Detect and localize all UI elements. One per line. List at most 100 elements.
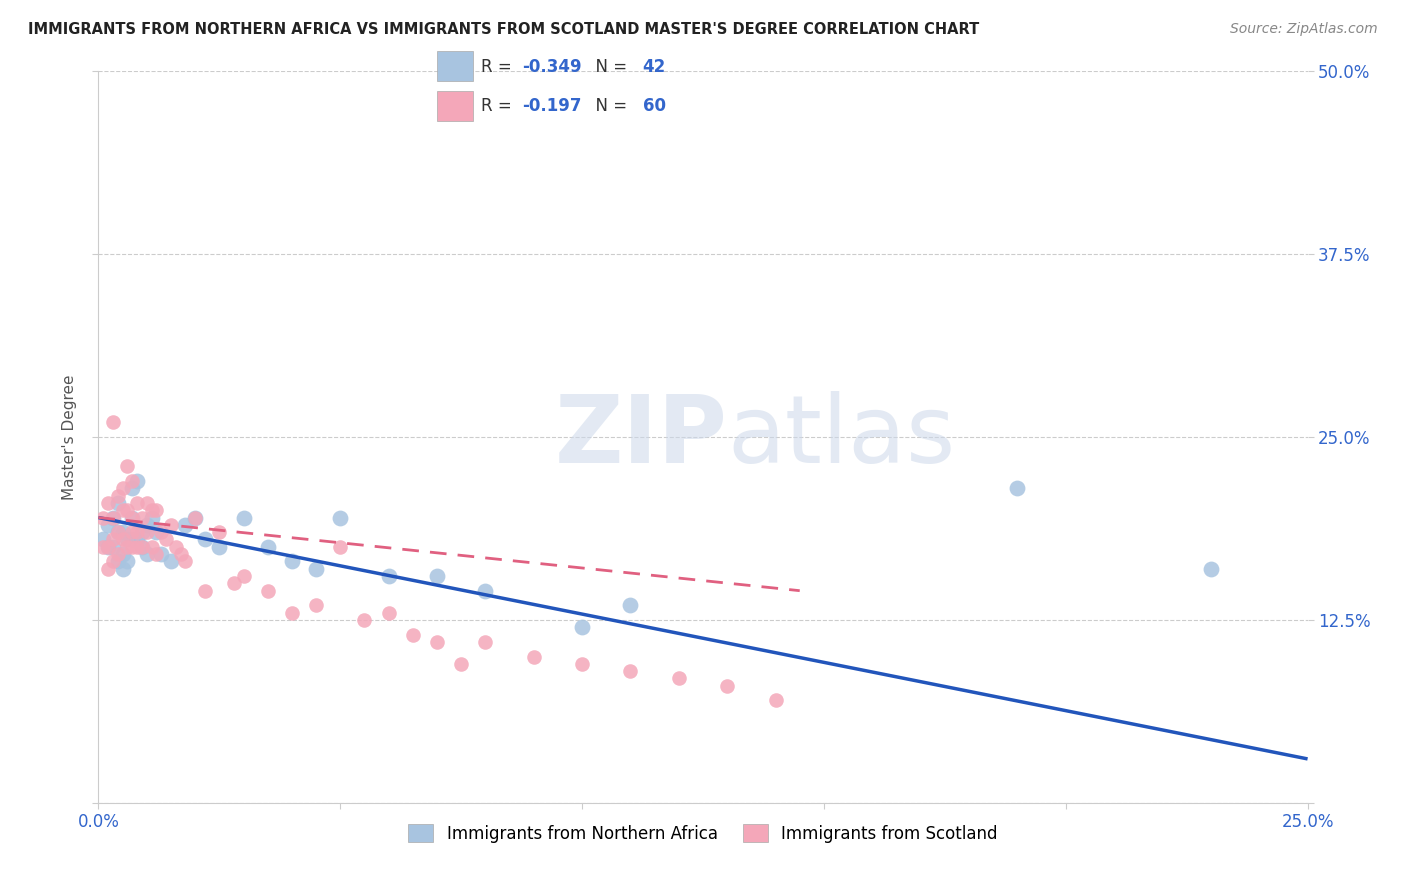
Point — [169, 547, 191, 561]
Text: 42: 42 — [643, 58, 666, 76]
Point — [117, 459, 139, 474]
Point — [91, 510, 114, 524]
Point — [194, 533, 217, 547]
FancyBboxPatch shape — [437, 91, 472, 120]
Point — [305, 599, 328, 613]
Point — [111, 547, 134, 561]
Point — [256, 540, 278, 554]
Point — [111, 533, 134, 547]
Point — [117, 503, 139, 517]
Legend: Immigrants from Northern Africa, Immigrants from Scotland: Immigrants from Northern Africa, Immigra… — [402, 818, 1004, 849]
Point — [141, 540, 163, 554]
Text: Source: ZipAtlas.com: Source: ZipAtlas.com — [1230, 22, 1378, 37]
Point — [135, 517, 157, 532]
Point — [160, 554, 183, 568]
Point — [184, 510, 207, 524]
Point — [97, 562, 120, 576]
Point — [131, 540, 153, 554]
Point — [474, 635, 496, 649]
Point — [377, 569, 399, 583]
Point — [127, 540, 149, 554]
Point — [107, 554, 129, 568]
Text: -0.197: -0.197 — [522, 96, 582, 114]
Point — [121, 540, 143, 554]
Point — [571, 620, 593, 634]
Text: N =: N = — [585, 96, 633, 114]
Point — [101, 540, 124, 554]
Text: N =: N = — [585, 58, 633, 76]
Point — [1199, 562, 1222, 576]
Point — [141, 503, 163, 517]
Point — [107, 525, 129, 540]
Point — [101, 510, 124, 524]
Point — [305, 562, 328, 576]
Point — [131, 540, 153, 554]
Point — [101, 533, 124, 547]
Point — [131, 525, 153, 540]
Point — [141, 510, 163, 524]
Point — [107, 547, 129, 561]
Point — [1007, 481, 1029, 495]
Point — [765, 693, 787, 707]
Point — [571, 657, 593, 671]
Point — [474, 583, 496, 598]
Point — [165, 540, 187, 554]
Text: IMMIGRANTS FROM NORTHERN AFRICA VS IMMIGRANTS FROM SCOTLAND MASTER'S DEGREE CORR: IMMIGRANTS FROM NORTHERN AFRICA VS IMMIG… — [28, 22, 980, 37]
Point — [619, 599, 641, 613]
Point — [135, 547, 157, 561]
Point — [97, 517, 120, 532]
Point — [145, 503, 167, 517]
Point — [111, 562, 134, 576]
Point — [232, 510, 254, 524]
Point — [174, 554, 197, 568]
Point — [121, 481, 143, 495]
Point — [121, 525, 143, 540]
Point — [208, 540, 231, 554]
Point — [353, 613, 375, 627]
Point — [329, 540, 352, 554]
Point — [101, 510, 124, 524]
Point — [155, 533, 177, 547]
Point — [232, 569, 254, 583]
Point — [402, 627, 425, 641]
Point — [121, 510, 143, 524]
Point — [91, 533, 114, 547]
Point — [111, 503, 134, 517]
Point — [121, 533, 143, 547]
Point — [150, 525, 173, 540]
Point — [523, 649, 546, 664]
Point — [150, 547, 173, 561]
Point — [135, 496, 157, 510]
Point — [121, 510, 143, 524]
Text: -0.349: -0.349 — [522, 58, 582, 76]
Point — [117, 533, 139, 547]
Point — [97, 540, 120, 554]
Point — [145, 525, 167, 540]
Point — [174, 517, 197, 532]
Point — [329, 510, 352, 524]
Point — [208, 525, 231, 540]
Y-axis label: Master's Degree: Master's Degree — [62, 375, 77, 500]
Point — [127, 525, 149, 540]
Text: ZIP: ZIP — [554, 391, 727, 483]
Point — [716, 679, 738, 693]
Point — [135, 525, 157, 540]
Point — [619, 664, 641, 678]
Point — [160, 517, 183, 532]
Text: atlas: atlas — [727, 391, 956, 483]
Text: 60: 60 — [643, 96, 665, 114]
Point — [127, 474, 149, 488]
Point — [97, 540, 120, 554]
Point — [194, 583, 217, 598]
Point — [426, 569, 449, 583]
Point — [117, 540, 139, 554]
Point — [184, 510, 207, 524]
Point — [107, 496, 129, 510]
Point — [97, 496, 120, 510]
Point — [131, 510, 153, 524]
Point — [101, 416, 124, 430]
Point — [256, 583, 278, 598]
Point — [111, 525, 134, 540]
Point — [117, 554, 139, 568]
Point — [668, 672, 690, 686]
